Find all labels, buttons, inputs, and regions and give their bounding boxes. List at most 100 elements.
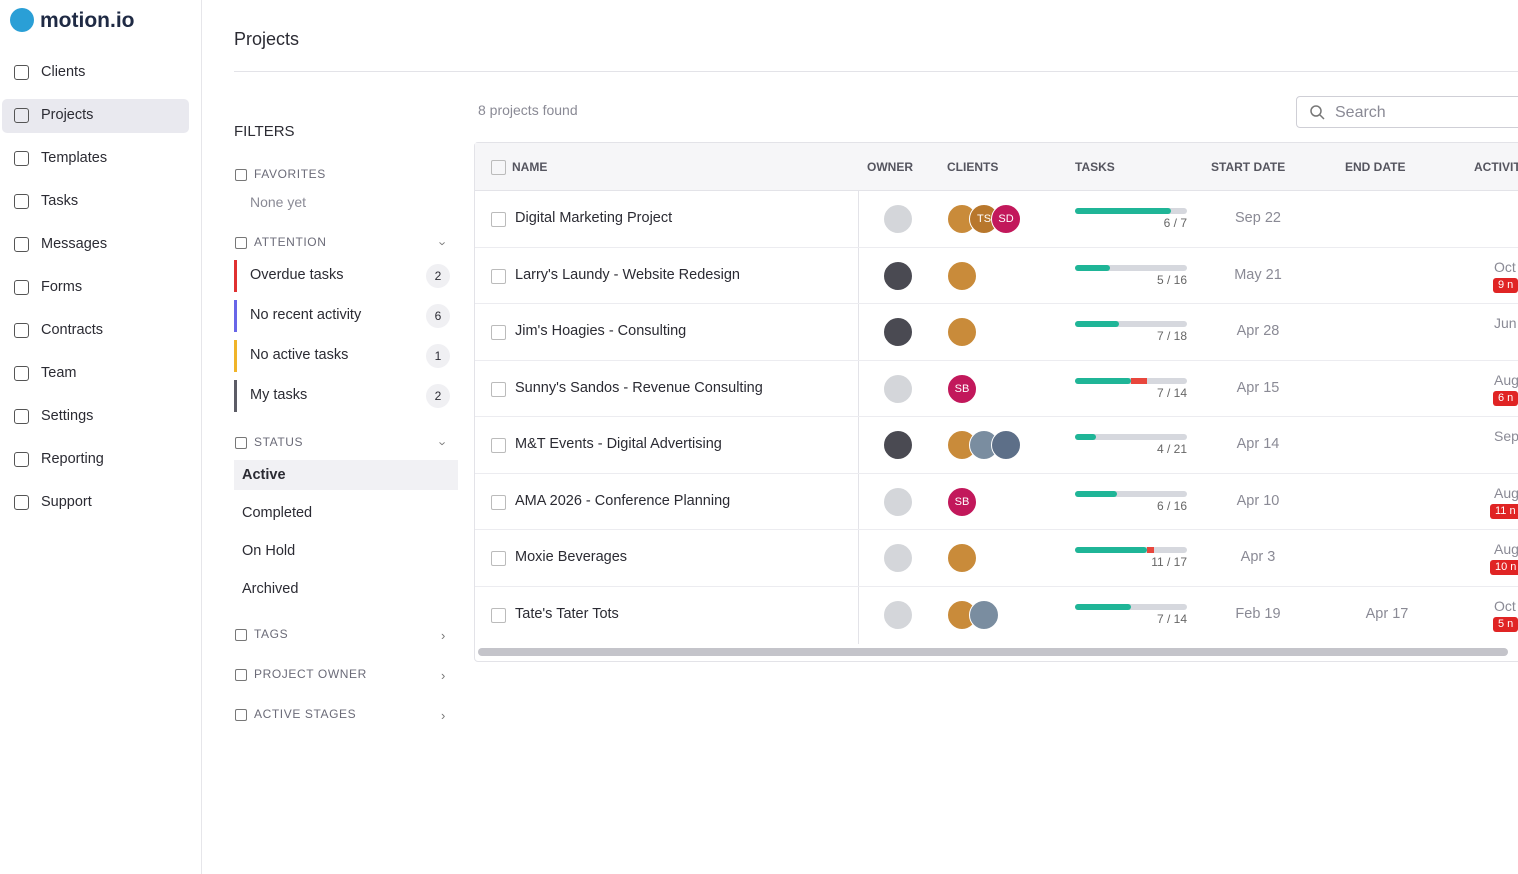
nav-item[interactable]: Team (41, 365, 77, 381)
status-item[interactable]: Completed (242, 505, 313, 521)
nav-item[interactable]: Clients (41, 64, 86, 80)
nav-icon (14, 409, 29, 424)
nav-item[interactable]: Templates (41, 150, 108, 166)
activity-date: Aug (1494, 484, 1518, 501)
column-header[interactable]: OWNER (867, 160, 913, 174)
row-border (475, 303, 1518, 304)
nav-icon (14, 280, 29, 295)
attention-item[interactable]: No recent activity (250, 307, 362, 323)
activity-badge: 11 n (1490, 503, 1518, 519)
status-item[interactable]: Active (242, 467, 286, 483)
project-name[interactable]: Moxie Beverages (515, 549, 628, 565)
column-header[interactable]: TASKS (1075, 160, 1115, 174)
progress-done (1075, 208, 1171, 214)
attention-item[interactable]: My tasks (250, 387, 308, 403)
filter-section[interactable]: STATUS (254, 435, 304, 449)
attention-bar (234, 300, 237, 332)
checkbox[interactable] (491, 160, 506, 175)
checkbox[interactable] (491, 381, 506, 397)
activity-badge: 6 n (1493, 390, 1518, 406)
project-name[interactable]: M&T Events - Digital Advertising (515, 436, 722, 452)
table-header (475, 143, 1518, 191)
avatar (883, 204, 913, 234)
progress-overdue (1147, 547, 1155, 553)
checkbox[interactable] (491, 494, 506, 510)
favorites-empty: None yet (250, 194, 307, 210)
search-icon (1310, 105, 1325, 120)
checkbox[interactable] (491, 438, 506, 453)
nav-item[interactable]: Projects (41, 107, 94, 123)
tasks-label: 11 / 17 (1151, 555, 1187, 569)
progress-track (1075, 264, 1187, 271)
nav-icon (14, 237, 29, 252)
nav-item[interactable]: Messages (41, 236, 108, 252)
filter-section[interactable]: TAGS (254, 627, 289, 641)
table (474, 142, 1518, 662)
attention-bar (234, 380, 237, 412)
logo: motion.io (40, 9, 135, 32)
avatar (991, 430, 1021, 460)
result-count: 8 projects found (478, 102, 578, 118)
attention-bar (234, 260, 237, 292)
attention-bar (234, 340, 237, 372)
checkbox[interactable] (491, 212, 506, 227)
row-border (475, 472, 1518, 474)
nav-item[interactable]: Support (41, 494, 92, 510)
avatar (883, 373, 913, 404)
progress-done (1075, 490, 1117, 497)
progress-overdue (1131, 377, 1147, 384)
column-header[interactable]: START DATE (1211, 160, 1286, 174)
attention-item[interactable]: No active tasks (250, 347, 349, 363)
tasks-label: 6 / 7 (1163, 216, 1187, 230)
project-name[interactable]: Sunny's Sandos - Revenue Consulting (515, 379, 763, 396)
nav-item[interactable]: Tasks (41, 193, 79, 209)
filter-section[interactable]: PROJECT OWNER (254, 667, 367, 681)
chevron: › (441, 668, 446, 683)
row-border (475, 416, 1518, 417)
progress-done (1075, 377, 1131, 384)
scrollbar[interactable] (478, 648, 1508, 656)
project-name[interactable]: Digital Marketing Project (515, 210, 673, 226)
tasks-label: 7 / 14 (1156, 611, 1187, 626)
filter-section[interactable]: ACTIVE STAGES (254, 707, 357, 721)
activity-badge: 9 n (1493, 277, 1518, 293)
checkbox[interactable] (491, 607, 506, 623)
column-header[interactable]: END DATE (1345, 160, 1406, 174)
attention-item[interactable]: Overdue tasks (250, 267, 344, 283)
filter-icon (235, 709, 247, 721)
project-name[interactable]: Tate's Tater Tots (515, 605, 619, 622)
filter-section[interactable]: FAVORITES (254, 167, 326, 181)
nav-item[interactable]: Forms (41, 279, 83, 295)
checkbox[interactable] (491, 551, 506, 566)
nav-icon (14, 366, 29, 381)
avatar (947, 260, 977, 291)
logo-icon (10, 8, 34, 32)
column-header[interactable]: NAME (512, 160, 548, 174)
start-date: Apr 10 (1236, 492, 1280, 509)
status-item[interactable]: Archived (242, 581, 299, 597)
status-item[interactable]: On Hold (242, 543, 296, 559)
progress-done (1075, 547, 1148, 553)
column-header[interactable]: CLIENTS (947, 160, 999, 174)
nav-item[interactable]: Settings (41, 408, 94, 424)
divider (234, 71, 1518, 72)
column-header[interactable]: ACTIVIT (1474, 160, 1518, 174)
project-name[interactable]: AMA 2026 - Conference Planning (515, 492, 731, 509)
project-name[interactable]: Jim's Hoagies - Consulting (515, 323, 687, 339)
nav-item[interactable]: Reporting (41, 451, 104, 467)
start-date: Apr 15 (1236, 379, 1280, 396)
tasks-label: 7 / 18 (1156, 329, 1187, 343)
nav-item[interactable]: Contracts (41, 322, 104, 338)
filter-section[interactable]: ATTENTION (254, 235, 327, 249)
avatar: SB (947, 373, 977, 404)
project-name[interactable]: Larry's Laundy - Website Redesign (515, 266, 740, 283)
count-badge: 2 (426, 384, 450, 408)
progress-track (1075, 321, 1187, 327)
avatar (969, 599, 999, 630)
filter-icon (235, 169, 247, 181)
checkbox[interactable] (491, 268, 506, 284)
tasks-label: 6 / 16 (1156, 498, 1187, 513)
avatar: SB (947, 486, 977, 517)
search-box[interactable]: Search (1296, 96, 1518, 128)
checkbox[interactable] (491, 325, 506, 340)
